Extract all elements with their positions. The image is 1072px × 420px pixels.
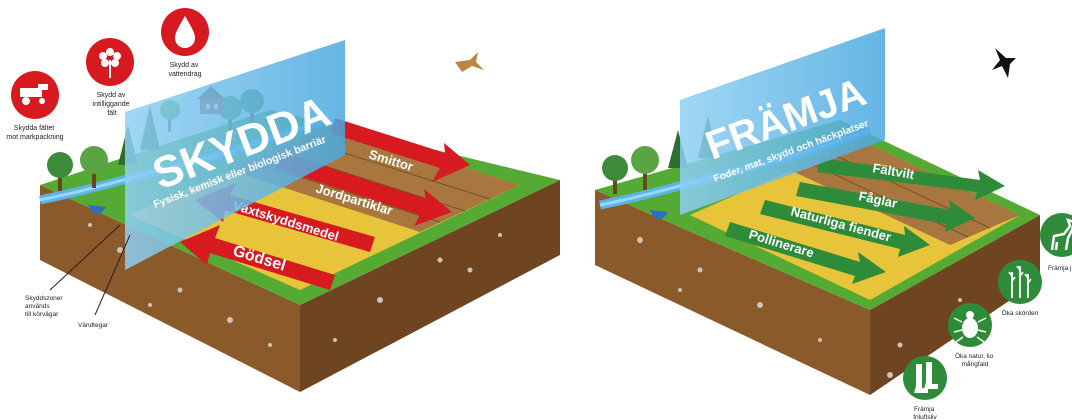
- icon-deer-group: Främja j: [1040, 213, 1072, 272]
- arrow-smittor-shape: [330, 118, 470, 182]
- soil-right-face: [300, 180, 560, 392]
- boots-label: Främja friluftsliv: [913, 406, 937, 420]
- soil-right-face: [870, 215, 1040, 395]
- arrow-faltvilt-shape: [817, 158, 1005, 200]
- icon-flower-group: Skydd av intilliggande fält: [86, 38, 134, 117]
- arrow-faglar-shape: [796, 182, 975, 232]
- arrow-jordpartiklar-shape: [275, 152, 452, 226]
- framja-diagram: Fältvilt Fåglar Naturliga fiender Pollin…: [595, 28, 1040, 395]
- creek-cross-section: [88, 205, 106, 215]
- harvester-label: Skydda fältet mot markpackning: [6, 125, 63, 141]
- plants-label: Öka skörden: [1002, 309, 1039, 317]
- pebbles: [88, 223, 502, 347]
- promotion-panel: [680, 28, 885, 215]
- bird-illustration-right: [992, 48, 1016, 78]
- arrow-naturliga-fiender-shape: [760, 200, 930, 257]
- leader-line-skyddszoner: [49, 224, 121, 291]
- annotation-skyddszoner: Skyddszoner används till körvägar: [25, 295, 64, 318]
- deer-label: Främja j: [1048, 265, 1071, 272]
- icon-plants-group: Öka skörden: [998, 260, 1042, 317]
- green-arrows: [725, 158, 1005, 284]
- icon-beetle-group: Öka natur, lio mångfald: [948, 303, 995, 368]
- bird-illustration-left: [455, 52, 484, 72]
- icon-boots-group: Främja friluftsliv: [903, 356, 947, 420]
- water-drop-label: Skydd av vattendrag: [168, 62, 201, 78]
- soil-front-face: [40, 185, 300, 392]
- skydda-diagram: Smittor Jordpartiklar Växtskyddsmedel Gö…: [25, 40, 560, 392]
- annotation-vandtegar: Vändtegar: [78, 322, 109, 329]
- icon-harvester-group: Skydda fältet mot markpackning: [6, 71, 64, 141]
- boots-icon: [903, 356, 947, 400]
- arrow-faltvilt-label: Fältvilt: [871, 160, 916, 182]
- flower-label: Skydd av intilliggande fält: [93, 92, 132, 117]
- arrow-godsel-shape: [180, 225, 335, 290]
- beetle-label: Öka natur, lio mångfald: [955, 352, 995, 368]
- barrier-panel: [125, 40, 345, 270]
- soil-front-face: [595, 190, 870, 395]
- arrow-pollinerare-shape: [725, 222, 886, 284]
- leader-line-vandtegar: [94, 234, 131, 316]
- icon-water-drop-group: Skydd av vattendrag: [161, 8, 209, 78]
